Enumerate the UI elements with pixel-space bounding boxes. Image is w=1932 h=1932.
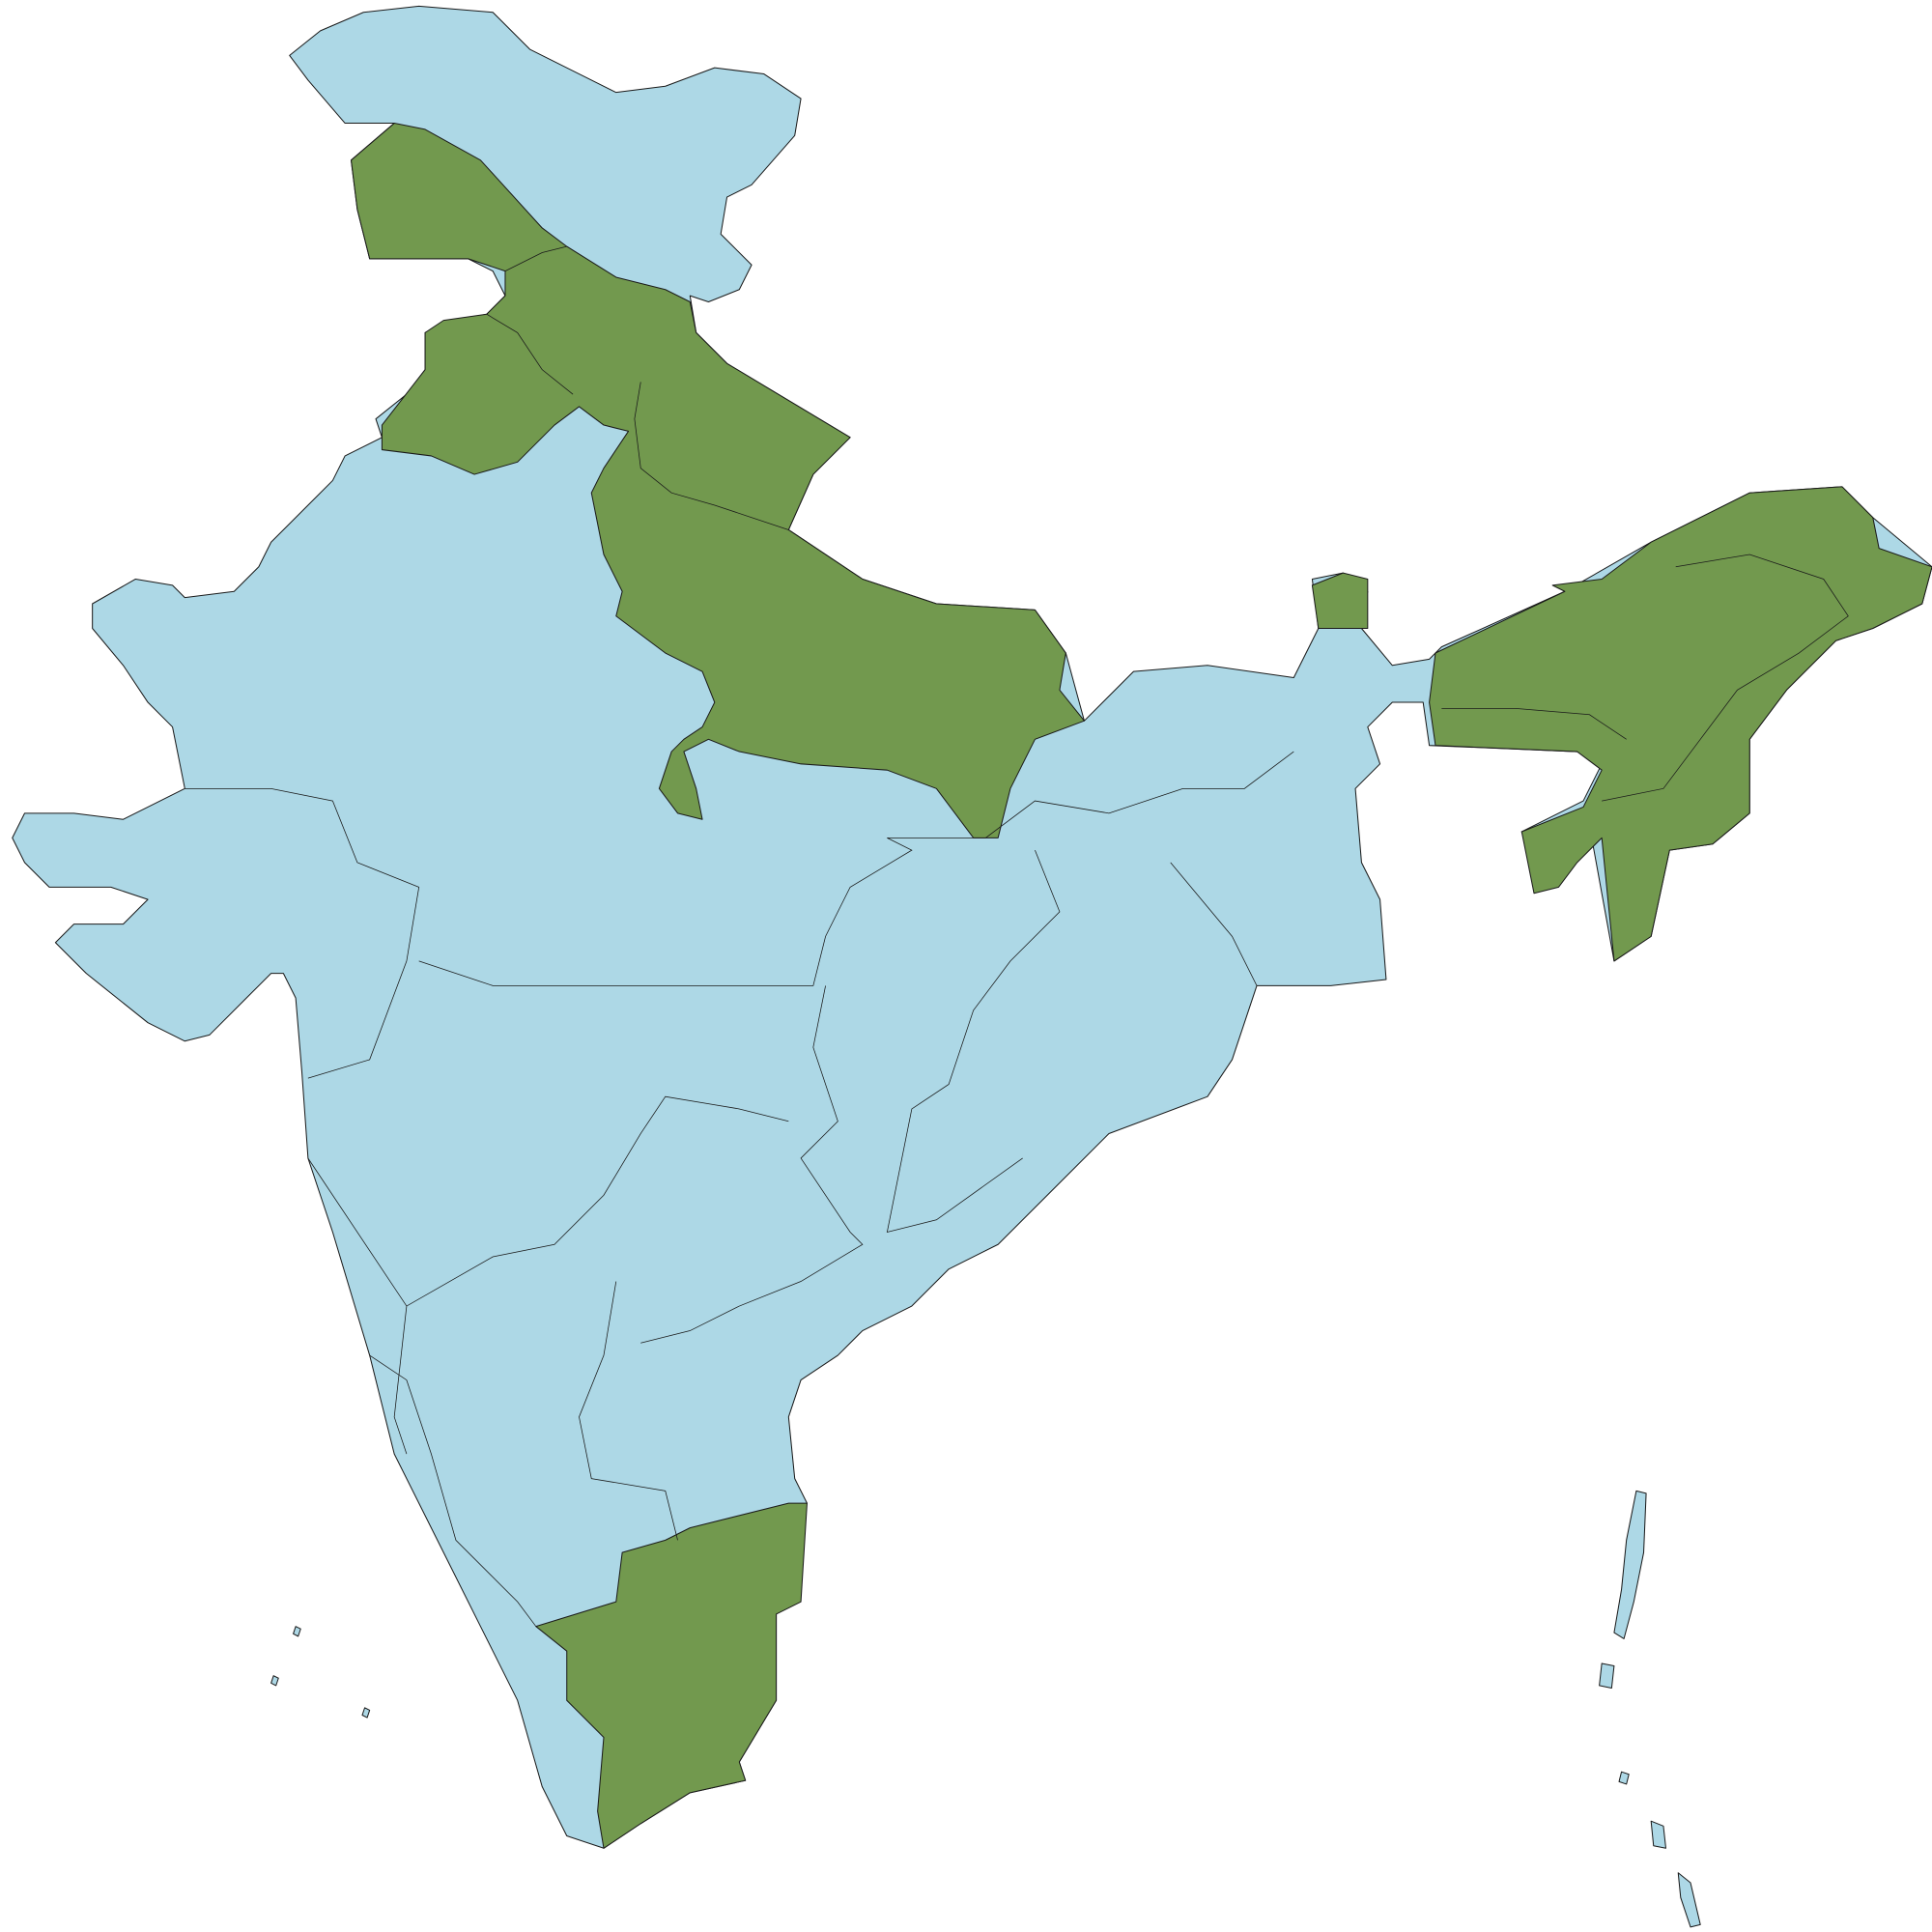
island: [1613, 1490, 1647, 1639]
region: [535, 1502, 808, 1849]
border: [307, 1095, 789, 1307]
border: [1170, 862, 1258, 986]
border: [393, 1305, 408, 1455]
highlighted-regions: [351, 123, 1932, 1849]
border: [185, 787, 420, 1079]
land: [12, 5, 1932, 1928]
border: [1602, 554, 1849, 802]
region: [1311, 572, 1369, 630]
border: [486, 313, 574, 395]
border: [1441, 708, 1627, 740]
border: [579, 1281, 678, 1541]
island: [1650, 1820, 1666, 1849]
island: [1599, 1662, 1615, 1689]
border: [369, 1354, 537, 1627]
internal-borders: [185, 245, 1849, 1627]
island: [1618, 1771, 1630, 1785]
border: [886, 849, 1061, 1234]
island: [361, 1707, 371, 1719]
border: [634, 382, 789, 530]
border: [418, 751, 1294, 986]
island: [1677, 1872, 1701, 1928]
island: [270, 1675, 279, 1687]
region: [351, 123, 1085, 838]
border: [504, 245, 567, 271]
island: [293, 1626, 301, 1637]
region: [1429, 486, 1932, 962]
border: [640, 985, 864, 1344]
